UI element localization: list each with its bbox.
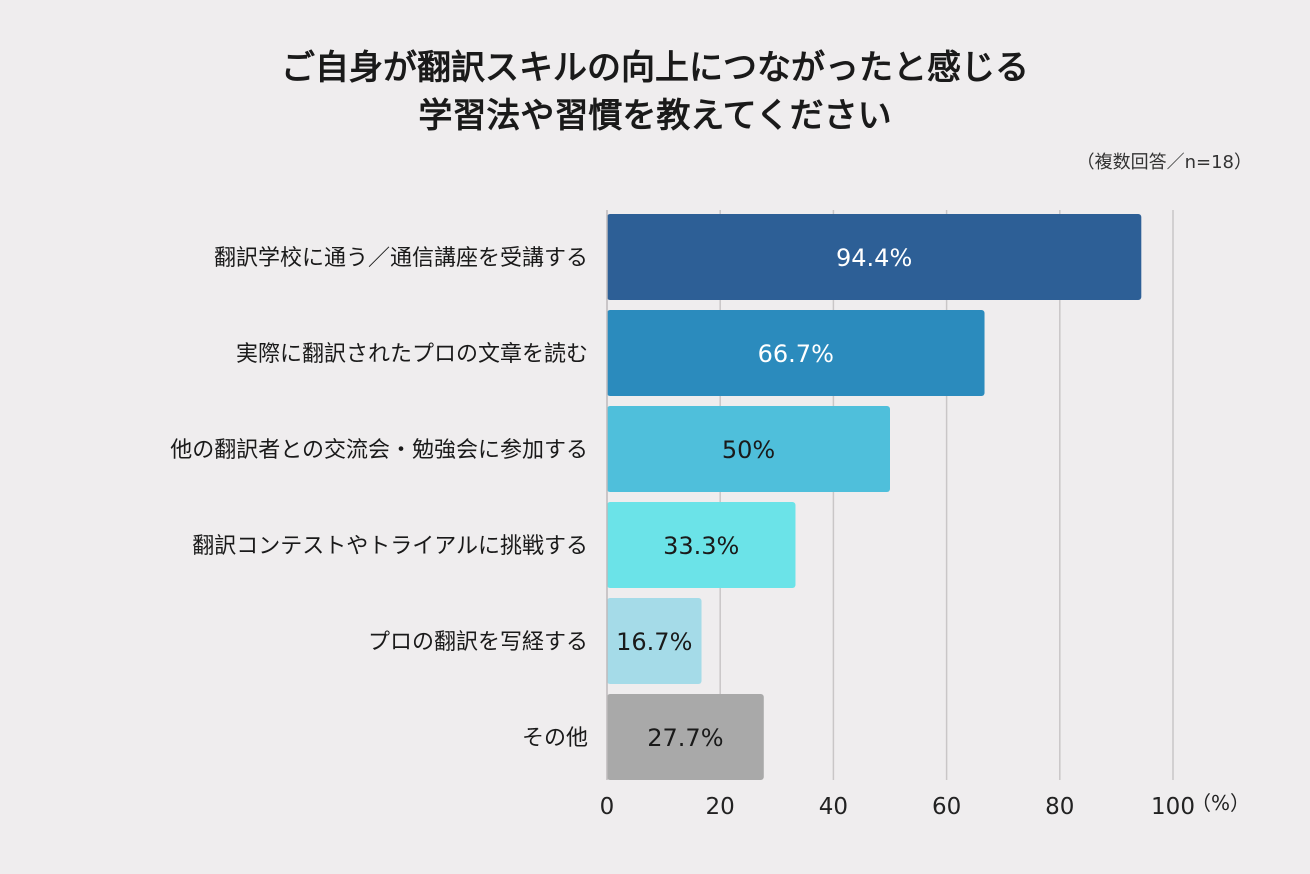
category-label-4: プロの翻訳を写経する bbox=[368, 630, 588, 655]
category-label-0: 翻訳学校に通う／通信講座を受講する bbox=[214, 246, 588, 271]
bar-5 bbox=[607, 694, 764, 780]
bar-value-label-1: 66.7% bbox=[758, 340, 834, 368]
bar-value-label-0: 94.4% bbox=[836, 244, 912, 272]
sample-note: （複数回答／n=18） bbox=[1076, 152, 1252, 173]
x-tick-label-80: 80 bbox=[1045, 794, 1074, 820]
category-label-3: 翻訳コンテストやトライアルに挑戦する bbox=[192, 534, 588, 559]
x-tick-label-0: 0 bbox=[600, 794, 615, 820]
bar-2 bbox=[607, 406, 890, 492]
x-unit-label: （%） bbox=[1191, 791, 1250, 815]
bar-3 bbox=[607, 502, 796, 588]
x-tick-label-60: 60 bbox=[932, 794, 961, 820]
chart-title-line-2: 学習法や習慣を教えてください bbox=[418, 96, 892, 136]
bar-1 bbox=[607, 310, 985, 396]
bar-value-label-5: 27.7% bbox=[647, 724, 723, 752]
bar-value-label-4: 16.7% bbox=[616, 628, 692, 656]
chart-title-line-1: ご自身が翻訳スキルの向上につながったと感じる bbox=[281, 48, 1029, 88]
category-label-2: 他の翻訳者との交流会・勉強会に参加する bbox=[170, 438, 588, 463]
category-label-1: 実際に翻訳されたプロの文章を読む bbox=[236, 342, 588, 367]
bar-value-label-2: 50% bbox=[722, 436, 775, 464]
x-tick-label-20: 20 bbox=[706, 794, 735, 820]
x-tick-label-40: 40 bbox=[819, 794, 848, 820]
bar-4 bbox=[607, 598, 702, 684]
x-tick-label-100: 100 bbox=[1151, 794, 1195, 820]
bar-value-label-3: 33.3% bbox=[663, 532, 739, 560]
bar-0 bbox=[607, 214, 1142, 300]
category-label-5: その他 bbox=[522, 726, 588, 751]
